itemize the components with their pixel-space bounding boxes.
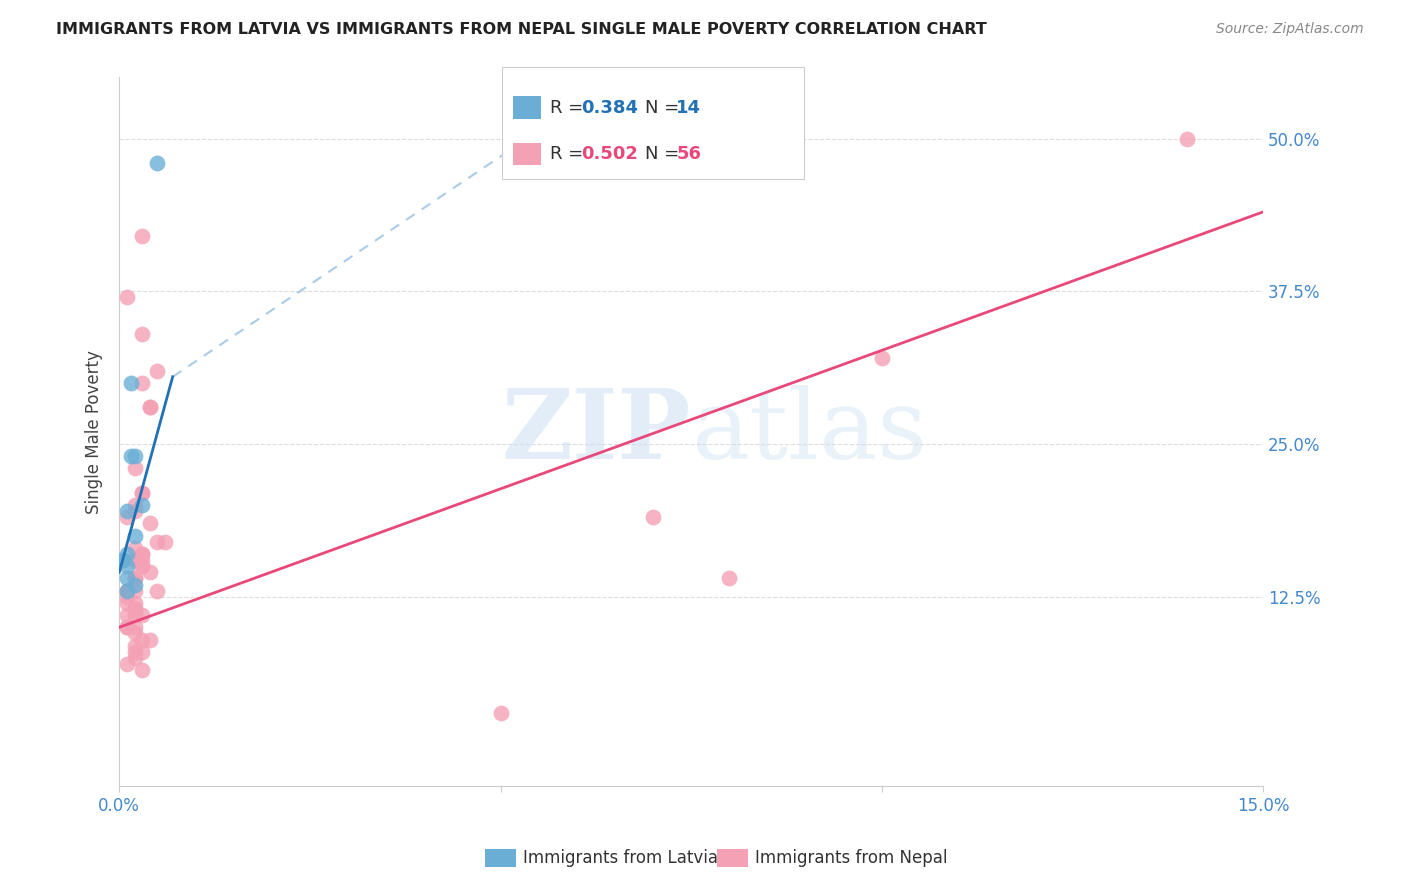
Point [139,401,162,415]
Point [131,547,153,561]
Point [139,516,162,531]
Point [131,229,153,244]
Point [124,602,146,616]
Point [115,620,138,634]
Point [120,449,142,463]
Point [131,376,153,390]
Point [131,645,153,659]
Text: 0.502: 0.502 [581,145,637,163]
Point [115,590,138,604]
Point [120,376,142,390]
Text: IMMIGRANTS FROM LATVIA VS IMMIGRANTS FROM NEPAL SINGLE MALE POVERTY CORRELATION : IMMIGRANTS FROM LATVIA VS IMMIGRANTS FRO… [56,22,987,37]
Point [124,620,146,634]
Text: 14: 14 [676,99,702,117]
Point [115,583,138,598]
Point [124,602,146,616]
Point [124,583,146,598]
Point [124,553,146,567]
Point [124,553,146,567]
Point [489,706,512,720]
Text: 0.384: 0.384 [581,99,638,117]
Point [131,559,153,574]
Point [124,461,146,475]
Text: 56: 56 [676,145,702,163]
Point [115,559,138,574]
Text: R =: R = [550,145,589,163]
Text: R =: R = [550,99,589,117]
Point [115,571,138,585]
Point [131,632,153,647]
Text: Immigrants from Latvia: Immigrants from Latvia [523,849,718,867]
Point [131,559,153,574]
Point [146,534,169,549]
Point [115,620,138,634]
Point [131,326,153,341]
Point [124,529,146,543]
Point [153,534,176,549]
Point [1175,131,1198,145]
Point [112,553,135,567]
Point [124,596,146,610]
Point [124,449,146,463]
Point [115,290,138,304]
Point [124,504,146,518]
Point [131,553,153,567]
Point [139,566,162,580]
Point [139,401,162,415]
Point [131,663,153,677]
Point [131,486,153,500]
Text: Source: ZipAtlas.com: Source: ZipAtlas.com [1216,22,1364,37]
Point [124,571,146,585]
Point [124,645,146,659]
Point [131,608,153,623]
Point [124,577,146,591]
Point [115,596,138,610]
Point [139,632,162,647]
Point [124,608,146,623]
Point [124,650,146,665]
Point [115,547,138,561]
Point [115,504,138,518]
Point [124,498,146,512]
Point [124,541,146,555]
Point [146,583,169,598]
Point [124,639,146,653]
Text: ZIP: ZIP [502,384,692,479]
Point [115,583,138,598]
Point [870,351,893,366]
Text: N =: N = [645,99,685,117]
Point [131,486,153,500]
Point [112,553,135,567]
Point [115,657,138,671]
Point [146,364,169,378]
Text: Immigrants from Nepal: Immigrants from Nepal [755,849,948,867]
Text: N =: N = [645,145,685,163]
Point [115,583,138,598]
Point [146,156,169,170]
Y-axis label: Single Male Poverty: Single Male Poverty [86,350,103,514]
Point [115,608,138,623]
Point [131,498,153,512]
Text: atlas: atlas [692,384,927,479]
Point [643,510,665,524]
Point [718,571,741,585]
Point [124,571,146,585]
Point [115,510,138,524]
Point [131,547,153,561]
Point [124,626,146,640]
